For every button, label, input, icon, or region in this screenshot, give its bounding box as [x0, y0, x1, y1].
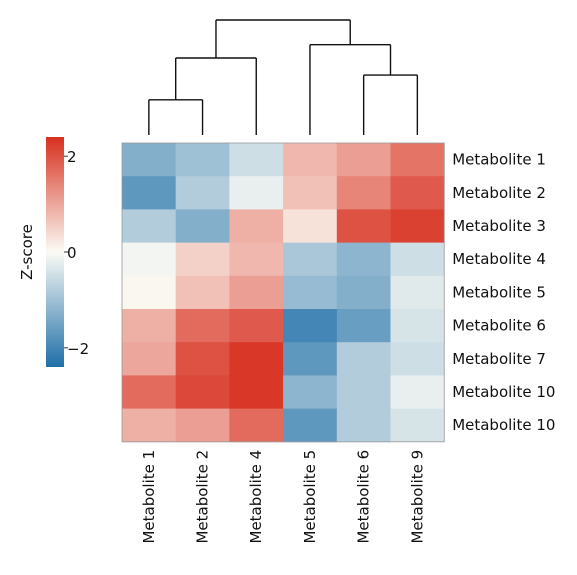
heatmap-cell — [122, 375, 177, 409]
heatmap-cell — [283, 209, 338, 243]
row-label: Metabolite 3 — [452, 217, 546, 235]
heatmap-cell — [390, 143, 445, 177]
colorbar: 2 0 −2 Z-score — [18, 137, 89, 367]
heatmap-cell — [336, 143, 391, 177]
heatmap-cell — [229, 342, 284, 376]
heatmap-cell — [122, 408, 177, 443]
column-label: Metabolite 9 — [408, 450, 426, 544]
heatmap-cell — [390, 176, 445, 210]
heatmap-cell — [175, 408, 230, 443]
heatmap-cell — [122, 275, 177, 310]
heatmap-cell — [175, 176, 230, 210]
heatmap-cell — [390, 342, 445, 376]
heatmap-cell — [175, 275, 230, 310]
row-label: Metabolite 1 — [452, 151, 546, 169]
row-label: Metabolite 10 — [452, 383, 555, 401]
heatmap-cell — [229, 375, 284, 409]
heatmap-cell — [336, 176, 391, 210]
heatmap-cell — [283, 143, 338, 177]
heatmap-cell — [336, 242, 391, 277]
heatmap-cell — [336, 275, 391, 310]
heatmap-cell — [336, 209, 391, 243]
heatmap-cell — [229, 176, 284, 210]
heatmap-cell — [390, 375, 445, 409]
colorbar-tick-label: 2 — [67, 148, 77, 166]
heatmap-cell — [283, 242, 338, 277]
column-label: Metabolite 1 — [140, 450, 158, 544]
heatmap-cell — [390, 275, 445, 310]
heatmap-cell — [336, 342, 391, 376]
colorbar-tick-label: −2 — [67, 340, 89, 358]
heatmap-cell — [122, 209, 177, 243]
row-label: Metabolite 2 — [452, 184, 546, 202]
heatmap-cell — [175, 242, 230, 277]
row-label: Metabolite 7 — [452, 350, 546, 368]
heatmap-cell — [390, 209, 445, 243]
heatmap-grid — [122, 143, 445, 443]
heatmap-border — [121, 142, 445, 443]
heatmap-cell — [336, 375, 391, 409]
heatmap-cell — [283, 275, 338, 310]
heatmap-cell — [122, 309, 177, 343]
colorbar-title: Z-score — [18, 224, 36, 280]
heatmap-cell — [390, 408, 445, 443]
row-label: Metabolite 4 — [452, 250, 546, 268]
heatmap-cell — [283, 408, 338, 443]
heatmap-cell — [175, 143, 230, 177]
heatmap-cell — [175, 342, 230, 376]
colorbar-gradient — [46, 137, 64, 367]
colorbar-tick-label: 0 — [67, 244, 77, 262]
heatmap-cell — [229, 309, 284, 343]
heatmap-cell — [229, 408, 284, 443]
row-label: Metabolite 5 — [452, 283, 546, 301]
column-label: Metabolite 6 — [355, 450, 373, 544]
heatmap-cell — [390, 309, 445, 343]
heatmap-cell — [122, 342, 177, 376]
heatmap-cell — [229, 275, 284, 310]
heatmap-cell — [175, 209, 230, 243]
row-label: Metabolite 10 — [452, 416, 555, 434]
heatmap-cell — [175, 375, 230, 409]
heatmap-cell — [283, 176, 338, 210]
heatmap-cell — [229, 242, 284, 277]
column-label: Metabolite 2 — [194, 450, 212, 544]
heatmap-cell — [229, 209, 284, 243]
heatmap-cell — [336, 309, 391, 343]
heatmap-cell — [122, 176, 177, 210]
row-label: Metabolite 6 — [452, 317, 546, 335]
column-labels: Metabolite 1 Metabolite 2 Metabolite 4 Meta… — [140, 450, 427, 544]
column-dendrogram — [148, 19, 419, 135]
heatmap-cell — [283, 342, 338, 376]
heatmap-cell — [390, 242, 445, 277]
heatmap-cell — [283, 375, 338, 409]
heatmap-cell — [336, 408, 391, 443]
heatmap-cell — [122, 143, 177, 177]
column-label: Metabolite 4 — [247, 450, 265, 544]
column-label: Metabolite 5 — [301, 450, 319, 544]
heatmap-cell — [229, 143, 284, 177]
heatmap-cell — [175, 309, 230, 343]
heatmap-cell — [283, 309, 338, 343]
heatmap-cell — [122, 242, 177, 277]
row-labels: Metabolite 1 Metabolite 2 Metabolite 3 Meta… — [452, 151, 555, 435]
